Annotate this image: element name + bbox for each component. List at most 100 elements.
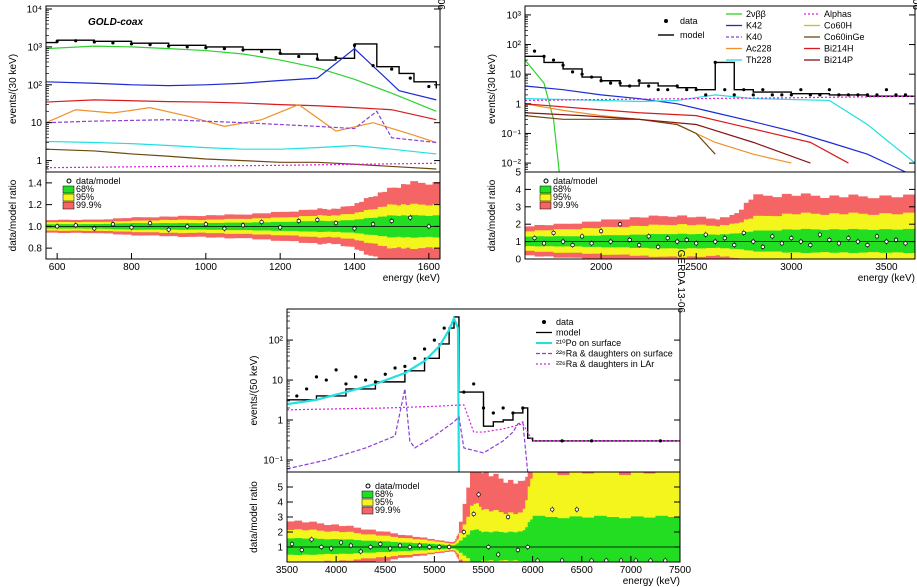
legend-swatch-b68 [62, 185, 75, 194]
series-Bi214P [525, 112, 811, 164]
band-h68 [309, 538, 317, 555]
ratio-point [378, 541, 383, 547]
series-model [525, 55, 915, 97]
band-h68 [857, 229, 868, 253]
x-tick-label: 6500 [571, 565, 594, 576]
band-h68 [473, 529, 477, 562]
ratio-y-title: data/model ratio [249, 481, 260, 553]
ratio-point [299, 547, 304, 553]
ratio-point [476, 492, 481, 497]
x-axis-title: energy (keV) [383, 273, 440, 284]
y-axis-title: events/(30 keV) [8, 54, 19, 124]
ratio-point [348, 543, 353, 548]
y-tick-label: 1 [36, 156, 42, 167]
ratio-point [427, 544, 432, 550]
ratio-point [371, 222, 376, 227]
data-point [521, 406, 525, 410]
ratio-point [855, 239, 860, 244]
plot-area [46, 39, 437, 170]
y-axis-title: events/(50 keV) [249, 355, 260, 425]
data-point [315, 57, 319, 61]
data-point [334, 56, 338, 60]
data-point [185, 45, 189, 49]
x-tick-label: 3000 [780, 262, 803, 273]
band-h68 [594, 515, 607, 562]
band-h68 [532, 515, 546, 562]
data-point [442, 326, 446, 330]
data-point [789, 93, 793, 97]
band-h68 [476, 529, 479, 562]
ratio-point [694, 241, 699, 246]
ratio-point [289, 541, 294, 547]
legend-marker-data [542, 320, 546, 324]
ratio-point [315, 217, 320, 222]
data-point [618, 81, 622, 85]
ratio-point [633, 558, 638, 562]
band-h68 [903, 228, 915, 254]
series-K42 [46, 47, 437, 101]
band-h68 [569, 516, 583, 562]
ratio-point [865, 243, 870, 248]
band-h68 [488, 532, 494, 561]
ratio-point [665, 236, 670, 241]
ratio-point [684, 237, 689, 242]
legend-label-Alphas: Alphas [824, 9, 852, 19]
y-tick-label: 1 [515, 99, 521, 110]
band-h68 [743, 231, 749, 251]
data-point [501, 406, 505, 410]
data-point [364, 378, 368, 382]
legend-swatch-b999 [361, 506, 374, 515]
y-tick-label: 10² [507, 40, 522, 51]
y-tick-label: 1 [277, 416, 283, 427]
ratio-point [637, 243, 642, 248]
y-tick-label: 4 [277, 498, 283, 509]
band-h68 [829, 229, 840, 253]
ratio-point [648, 558, 653, 562]
data-point [383, 372, 387, 376]
ratio-point [388, 546, 393, 551]
band-h68 [762, 230, 773, 252]
data-point [542, 54, 546, 58]
watermark: GERDA 13-06 [910, 0, 917, 10]
band-h68 [739, 233, 745, 250]
ratio-area [525, 193, 915, 259]
ratio-y-title: data/model ratio [487, 179, 498, 251]
x-tick-label: 1400 [343, 262, 366, 273]
legend-marker-data [664, 19, 668, 23]
band-h68 [530, 519, 534, 562]
series-Bi214H [525, 103, 849, 164]
y-tick-label: 5 [515, 168, 521, 179]
band-h68 [867, 229, 880, 253]
legend-label-2vbb: 2νββ [746, 9, 766, 19]
ratio-point [338, 540, 344, 545]
ratio-point [789, 236, 794, 241]
data-point [373, 380, 378, 384]
y-tick-label: 10 [31, 118, 43, 129]
band-h68 [301, 538, 310, 555]
y-tick-label: 1.2 [28, 200, 42, 211]
data-point [532, 49, 537, 53]
x-tick-label: 800 [123, 262, 140, 273]
band-h68 [772, 230, 783, 252]
data-point [491, 411, 495, 415]
ratio-point [55, 224, 60, 229]
x-axis-title: energy (keV) [623, 576, 680, 587]
ratio-point [827, 237, 832, 242]
legend-label-Th228: Th228 [746, 55, 772, 65]
band-h68 [810, 229, 821, 253]
series-Th228 [525, 94, 915, 164]
ratio-point [92, 226, 97, 231]
ratio-point [627, 237, 632, 242]
y-tick-label: 1.0 [28, 222, 42, 233]
y-tick-label: 2 [277, 528, 283, 539]
watermark: GERDA 13-06 [675, 250, 686, 314]
band-h68 [481, 532, 484, 561]
data-point [129, 42, 134, 46]
data-point [481, 406, 486, 410]
x-tick-label: 3500 [875, 262, 898, 273]
band-h68 [294, 538, 303, 556]
legend-label-Ra_surface: ²²⁶Ra & daughters on surface [556, 349, 673, 359]
band-h68 [512, 532, 519, 561]
data-point [732, 93, 736, 97]
